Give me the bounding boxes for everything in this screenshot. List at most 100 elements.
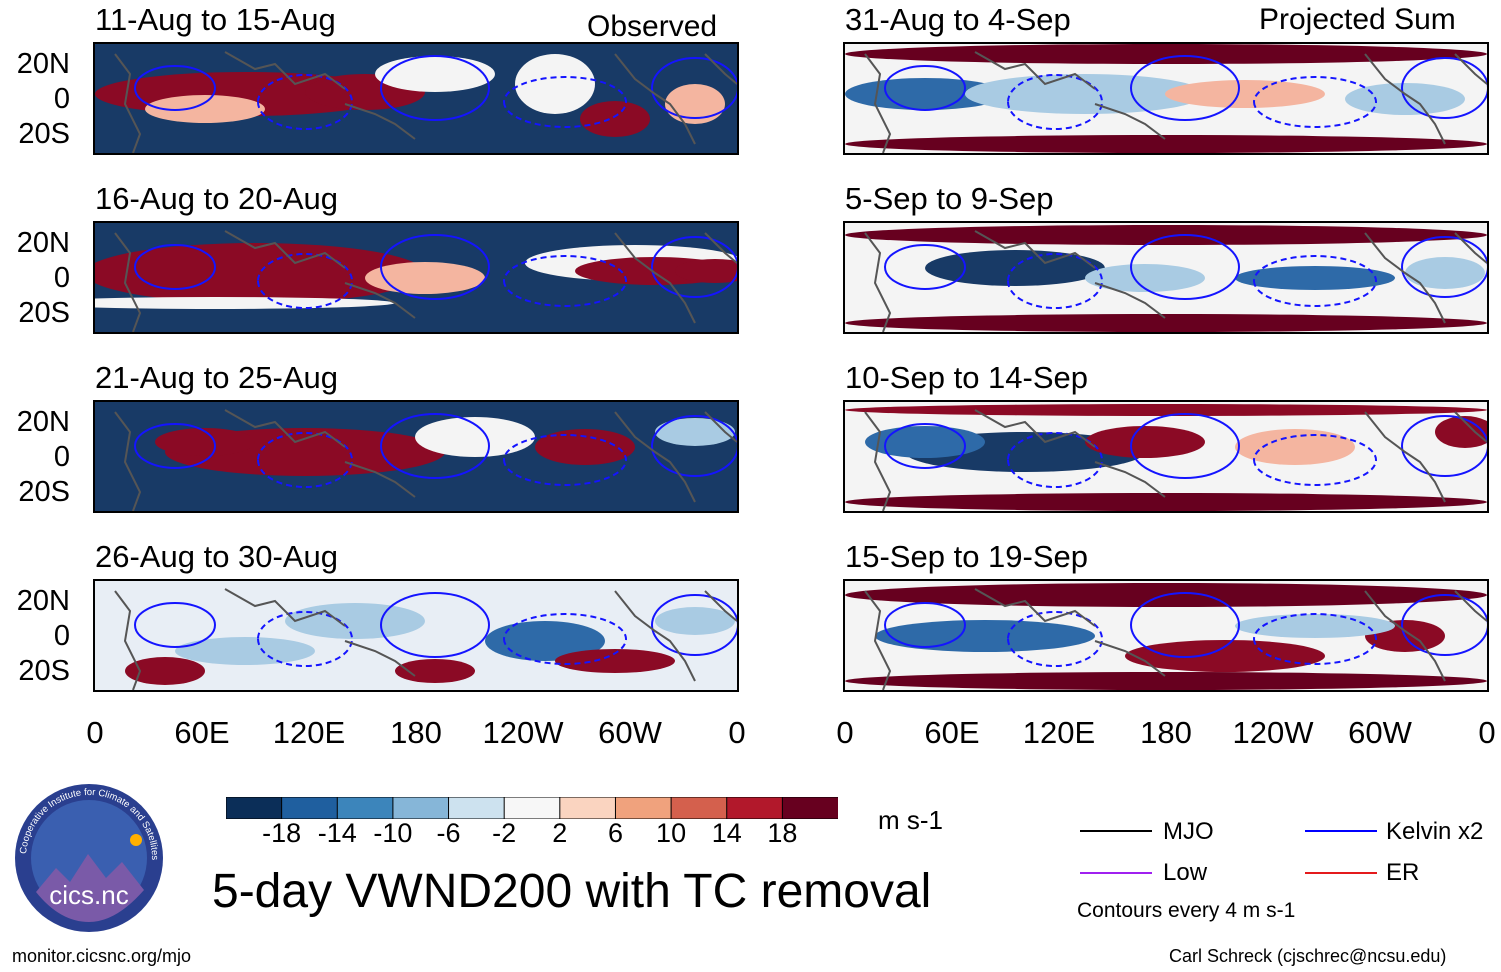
contour-line [1130,592,1241,658]
shaded-anomaly [845,672,1487,690]
contour-line [1007,432,1104,488]
shaded-anomaly [535,429,635,465]
shaded-anomaly [175,637,315,665]
panel-title-left-4: 26-Aug to 30-Aug [95,539,339,574]
map-panel-left-4 [93,579,739,692]
projected-sum-label: Projected Sum [1259,3,1456,36]
y-tick-0: 0 [53,83,70,115]
contour-line [1007,611,1104,667]
panel-title-left-3: 21-Aug to 25-Aug [95,360,339,395]
y-tick-20s: 20S [18,655,70,687]
coastline [614,232,696,324]
shaded-anomaly [965,74,1205,114]
shaded-anomaly [155,428,255,456]
contour-line [257,74,354,130]
shaded-anomaly [395,659,475,683]
coastline [974,51,1096,90]
coastline [704,53,737,85]
coastline [1454,411,1487,443]
shaded-anomaly [1235,614,1395,638]
coastline [1364,53,1446,145]
shaded-anomaly [675,259,737,283]
x-tick: 120E [1022,715,1096,750]
colorbar-tick: -2 [492,818,517,848]
shaded-anomaly [1235,266,1395,290]
contour-line [1253,434,1378,486]
shaded-anomaly [485,621,605,661]
x-tick: 0 [836,715,854,750]
map-panel-right-4 [843,579,1489,692]
shaded-anomaly [1235,429,1355,465]
contour-line [884,602,967,648]
coastline [614,411,696,503]
contour-line [1253,76,1378,128]
footer-credit: Carl Schreck (cjschrec@ncsu.edu) [1169,946,1447,966]
contour-line [884,244,967,290]
shaded-anomaly [845,44,1487,64]
contour-line [503,76,628,128]
shaded-anomaly [655,607,735,635]
x-tick: 0 [86,715,104,750]
shaded-anomaly [515,54,595,114]
contour-line [380,592,491,658]
contour-line [1253,255,1378,307]
coastline [344,103,416,140]
x-tick: 0 [1478,715,1496,750]
colorbar-swatch [225,796,283,820]
y-tick-0: 0 [53,441,70,473]
colorbar-tick: -10 [373,818,413,848]
y-tick-20s: 20S [18,476,70,508]
shaded-anomaly [845,493,1487,511]
x-tick: 120E [272,715,346,750]
coastline [614,53,696,145]
logo-text: cics.nc [49,880,128,910]
coastline [614,590,696,682]
shaded-anomaly [1085,264,1205,292]
colorbar-tick: -18 [262,818,302,848]
shaded-anomaly [655,418,735,446]
contour-line [380,413,491,479]
y-tick-0: 0 [53,262,70,294]
y-tick-20n: 20N [16,227,70,259]
y-tick-20n: 20N [16,48,70,80]
x-tick: 60E [924,715,980,750]
x-tick: 60E [174,715,230,750]
contour-line [651,57,737,119]
colorbar-tick: 18 [767,818,798,848]
coastline [114,590,142,690]
contour-line [380,55,491,121]
x-tick: 60W [1348,715,1412,750]
colorbar-swatch [614,796,673,820]
map-panel-left-2 [93,221,739,334]
coastline [1364,590,1446,682]
coastline [704,232,737,264]
x-tick: 60W [598,715,662,750]
coastline [344,461,416,498]
contour-line [1130,55,1241,121]
coastline [864,53,892,153]
shaded-anomaly [665,84,725,124]
colorbar-tick: 2 [552,818,568,848]
coastline [1364,232,1446,324]
coastline [1094,640,1166,677]
legend-line-mjo [1080,830,1152,832]
contour-line [134,244,217,290]
panel-title-right-2: 5-Sep to 9-Sep [845,181,1054,216]
y-tick-20n: 20N [16,406,70,438]
footer-url[interactable]: monitor.cicsnc.org/mjo [12,946,192,966]
shaded-anomaly [285,603,425,639]
colorbar-swatch [559,796,617,820]
map-panel-left-3 [93,400,739,513]
colorbar-swatch [503,796,561,820]
coastline [1454,590,1487,622]
contour-line [1253,613,1378,665]
contour-line [1401,594,1487,656]
coastline [224,588,346,627]
map-panel-left-1 [93,42,739,155]
x-tick: 180 [390,715,442,750]
colorbar-swatch [670,796,728,820]
panel-title-left-2: 16-Aug to 20-Aug [95,181,339,216]
contour-line [651,415,737,477]
y-tick-20s: 20S [18,118,70,150]
map-panel-right-2 [843,221,1489,334]
